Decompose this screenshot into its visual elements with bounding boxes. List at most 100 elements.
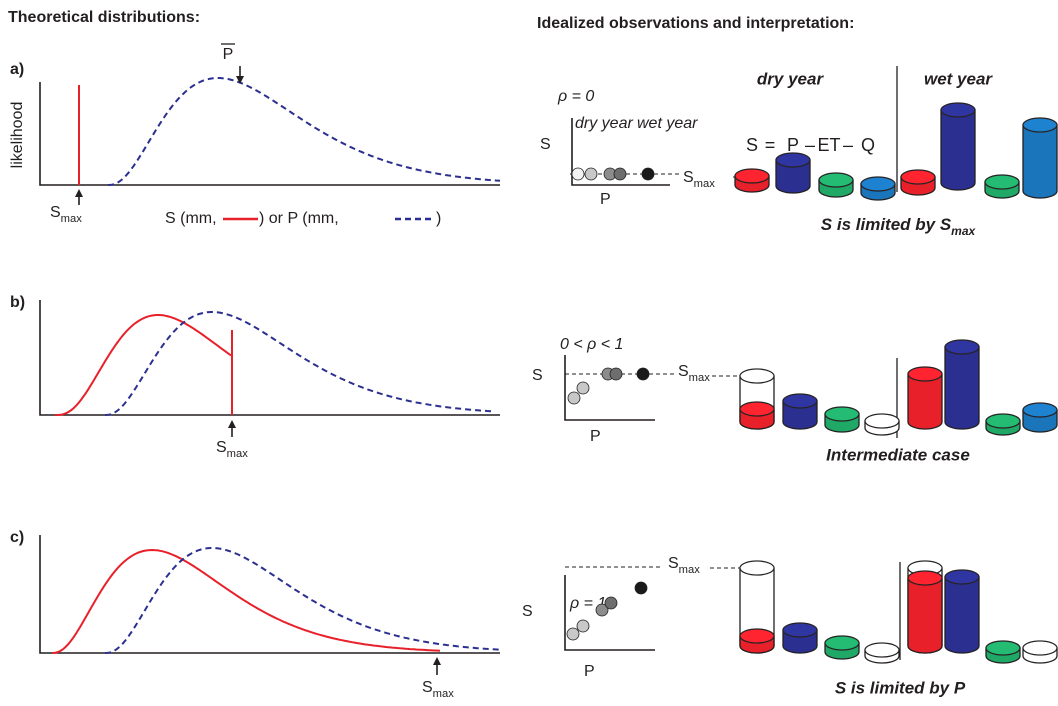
smax-label-main: S	[668, 555, 679, 572]
inset-x-label: P	[590, 428, 601, 445]
cylinder-body	[944, 576, 980, 654]
scatter-point	[613, 167, 627, 181]
cylinder-top	[782, 393, 818, 409]
axes	[39, 535, 500, 654]
caption: Intermediate case	[826, 445, 970, 464]
scatter-point	[641, 167, 655, 181]
column-header: wet year	[924, 69, 993, 88]
mean-label: P	[223, 46, 234, 63]
equation-term: S	[746, 135, 758, 155]
cylinder-top	[775, 152, 811, 168]
equation-term: –	[805, 135, 815, 155]
cylinder-top	[739, 368, 775, 384]
equation-term: =	[765, 135, 776, 155]
smax-label-sub: max	[694, 178, 716, 190]
caption-text: S is limited by S	[821, 215, 952, 234]
caption-sub: max	[951, 224, 976, 238]
scatter-point	[609, 367, 623, 381]
panel-label: b)	[10, 294, 25, 311]
cylinder-top	[739, 560, 775, 576]
inset-axes	[564, 575, 655, 651]
smax-label-sub: max	[61, 213, 83, 225]
panel-label: a)	[10, 61, 24, 78]
smax-label-main: S	[678, 363, 689, 380]
s-curve	[55, 314, 233, 416]
dash-line	[565, 566, 740, 569]
smax-label-main: S	[422, 679, 433, 696]
inset-y-label: S	[540, 136, 551, 153]
smax-label-sub: max	[433, 688, 455, 700]
column-header: dry year	[757, 69, 825, 88]
cylinder-top	[984, 174, 1020, 190]
cylinder-top	[824, 635, 860, 651]
cylinder-top	[1022, 402, 1058, 418]
p-curve	[104, 311, 496, 416]
cylinder-body	[1022, 124, 1058, 199]
arrow-head	[228, 420, 236, 428]
smax-label: Smax	[216, 439, 248, 460]
p-curve	[104, 547, 500, 654]
inset-y-label: S	[532, 367, 543, 384]
cylinder-top	[1022, 117, 1058, 133]
scatter-point	[576, 381, 590, 395]
rho-label: ρ = 0	[557, 88, 594, 105]
cylinder-top	[824, 406, 860, 422]
y-axis-label: likelihood	[9, 102, 26, 169]
scatter-point	[566, 627, 580, 641]
equation-term: Q	[861, 135, 875, 155]
smax-label-sub: max	[689, 372, 711, 384]
dash-line	[565, 373, 740, 377]
inset-axes	[564, 355, 655, 421]
smax-label: Smax	[50, 204, 82, 225]
cylinder-top	[818, 172, 854, 188]
smax-label: Smax	[422, 679, 454, 700]
year-label-text: wet year	[637, 115, 698, 132]
cylinder-top	[782, 622, 818, 638]
axes	[39, 300, 500, 416]
smax-label-sub: max	[679, 564, 701, 576]
year-label-text: dry year	[575, 115, 633, 132]
cylinder-top	[907, 570, 943, 586]
cylinder-top	[1022, 640, 1058, 656]
legend-text: )	[436, 210, 441, 227]
equation-term: ET	[817, 135, 840, 155]
s-curve	[51, 548, 441, 654]
axes	[39, 82, 500, 186]
cylinder-top	[739, 401, 775, 417]
caption: S is limited by P	[835, 678, 966, 697]
smax-label-main: S	[216, 439, 227, 456]
smax-label-sub: max	[227, 448, 249, 460]
inset-x-label: P	[584, 663, 595, 680]
cylinder-top	[864, 413, 900, 429]
equation-term: P	[787, 135, 799, 155]
cylinder-body	[907, 373, 943, 430]
smax-label: Smax	[678, 363, 710, 384]
scatter-point	[595, 603, 609, 617]
caption: S is limited by Smax	[821, 215, 977, 238]
year-label: wet year	[637, 115, 698, 132]
year-label: dry year	[575, 115, 633, 132]
cylinder-top	[944, 339, 980, 355]
scatter-point	[567, 391, 581, 405]
scatter-point	[636, 367, 650, 381]
arrow-head	[75, 189, 83, 197]
smax-label-main: S	[50, 204, 61, 221]
cylinder-top	[907, 366, 943, 382]
inset-y-label: S	[522, 603, 533, 620]
rho-label: 0 < ρ < 1	[560, 336, 623, 353]
cylinder-body	[907, 577, 943, 654]
cylinder-top	[944, 569, 980, 585]
smax-label-main: S	[683, 169, 694, 186]
scatter-point	[571, 167, 585, 181]
cylinder-top	[739, 628, 775, 644]
scatter-point	[604, 596, 618, 610]
cylinder-body	[782, 400, 818, 430]
cylinder-top	[985, 413, 1021, 429]
cylinder-top	[985, 640, 1021, 656]
cylinder-top	[900, 169, 936, 185]
cylinder-top	[940, 102, 976, 118]
cylinder-body	[940, 109, 976, 191]
scatter-point	[634, 581, 648, 595]
legend-text: ) or P (mm,	[259, 210, 339, 227]
